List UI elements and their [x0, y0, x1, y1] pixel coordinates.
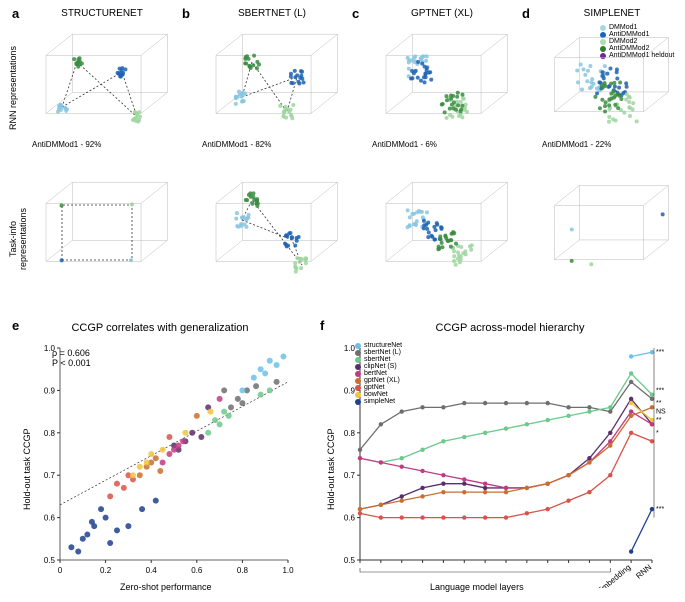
- legend-item: gptNet (XL): [355, 377, 402, 384]
- svg-text:**: **: [656, 417, 662, 424]
- xlabel-f: Language model layers: [430, 582, 524, 592]
- legend-dot: [355, 378, 361, 384]
- title-b: SBERTNET (L): [212, 8, 332, 19]
- legend-item: simpleNet: [355, 398, 402, 405]
- title-f: CCGP across-model hierarchy: [400, 322, 620, 334]
- svg-text:0.2: 0.2: [100, 566, 112, 575]
- svg-text:0.5: 0.5: [344, 556, 356, 565]
- legend-dot: [355, 357, 361, 363]
- stat-text-e: ρ = 0.606 P < 0.001: [52, 348, 91, 368]
- svg-text:*: *: [656, 430, 659, 437]
- svg-text:***: ***: [656, 506, 664, 513]
- svg-text:0.6: 0.6: [191, 566, 203, 575]
- svg-text:0.9: 0.9: [344, 386, 356, 395]
- legend-label: gptNet (XL): [364, 377, 400, 384]
- title-d: SIMPLENET: [552, 8, 672, 19]
- legend-models: structureNetsbertNet (L)sbertNetclipNet …: [355, 342, 402, 405]
- panel-label-c: c: [352, 6, 359, 21]
- panel-label-f: f: [320, 318, 324, 333]
- legend-label: sbertNet (L): [364, 349, 401, 356]
- legend-item: structureNet: [355, 342, 402, 349]
- panel-caption: AntiDMMod1 - 22%: [542, 140, 611, 149]
- title-a: STRUCTURENET: [42, 8, 162, 19]
- row-label-top: RNN representations: [8, 46, 18, 130]
- svg-text:***: ***: [656, 349, 664, 356]
- svg-text:0.6: 0.6: [44, 514, 56, 523]
- svg-text:0.5: 0.5: [44, 556, 56, 565]
- legend-dot: [355, 371, 361, 377]
- legend-dot: [355, 350, 361, 356]
- legend-item: sbertNet (L): [355, 349, 402, 356]
- legend-dot: [355, 385, 361, 391]
- svg-text:RNN: RNN: [634, 563, 653, 581]
- legend-label: sbertNet: [364, 356, 390, 363]
- xlabel-e: Zero-shot performance: [120, 582, 212, 592]
- ylabel-f: Hold-out task CCGP: [326, 428, 336, 510]
- svg-text:0.8: 0.8: [344, 429, 356, 438]
- svg-text:1.0: 1.0: [344, 344, 356, 353]
- legend-item: clipNet (S): [355, 363, 402, 370]
- legend-item: bowNet: [355, 391, 402, 398]
- panel-caption: AntiDMMod1 - 82%: [202, 140, 271, 149]
- panel-caption: AntiDMMod1 - 6%: [372, 140, 437, 149]
- svg-text:0.8: 0.8: [237, 566, 249, 575]
- svg-text:**: **: [656, 400, 662, 407]
- legend-label: simpleNet: [364, 398, 395, 405]
- legend-dot: [355, 392, 361, 398]
- legend-dot: [355, 364, 361, 370]
- legend-label: structureNet: [364, 342, 402, 349]
- svg-text:0.8: 0.8: [44, 429, 56, 438]
- legend-label: bertNet: [364, 370, 387, 377]
- title-e: CCGP correlates with generalization: [55, 322, 265, 334]
- svg-text:0.9: 0.9: [44, 386, 56, 395]
- legend-label: clipNet (S): [364, 363, 397, 370]
- scatter-plot-e: 00.20.40.60.81.00.50.60.70.80.91.0: [28, 338, 298, 588]
- panel-label-d: d: [522, 6, 530, 21]
- legend-dot: [355, 399, 361, 405]
- legend-label: gptNet: [364, 384, 385, 391]
- legend-item: gptNet: [355, 384, 402, 391]
- svg-text:Embedding: Embedding: [596, 563, 633, 588]
- title-c: GPTNET (XL): [382, 8, 502, 19]
- legend-dot: [355, 343, 361, 349]
- legend-item: bertNet: [355, 370, 402, 377]
- svg-text:0.4: 0.4: [146, 566, 158, 575]
- panel-label-b: b: [182, 6, 190, 21]
- svg-text:0.6: 0.6: [344, 514, 356, 523]
- legend-label: bowNet: [364, 391, 388, 398]
- svg-text:NS: NS: [656, 409, 666, 416]
- svg-text:0.7: 0.7: [44, 471, 56, 480]
- legend-item: sbertNet: [355, 356, 402, 363]
- panel-caption: AntiDMMod1 - 92%: [32, 140, 101, 149]
- panel-label-a: a: [12, 6, 19, 21]
- svg-text:1.0: 1.0: [282, 566, 294, 575]
- panel-label-e: e: [12, 318, 19, 333]
- ylabel-e: Hold-out task CCGP: [22, 428, 32, 510]
- svg-text:***: ***: [656, 387, 664, 394]
- svg-text:0: 0: [58, 566, 63, 575]
- svg-text:0.7: 0.7: [344, 471, 356, 480]
